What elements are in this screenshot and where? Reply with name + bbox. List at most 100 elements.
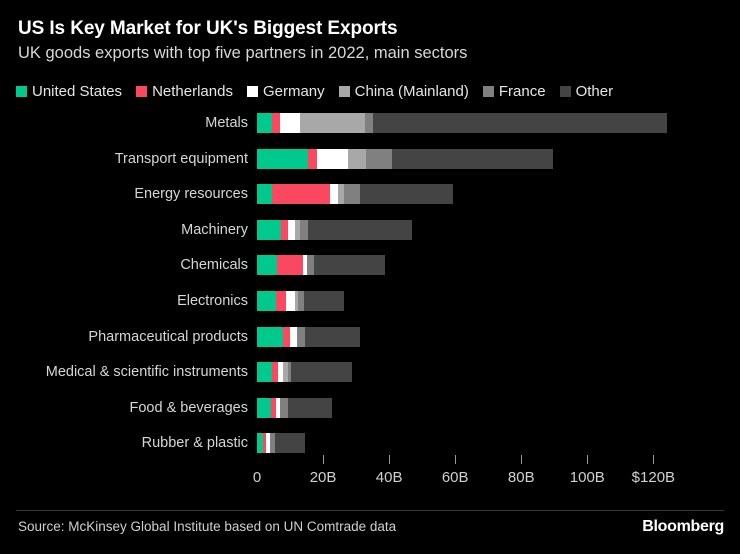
bar-segment[interactable]: [274, 433, 305, 454]
bar-segment[interactable]: [257, 362, 272, 383]
chart-bar-row: Metals: [0, 110, 740, 136]
stacked-bar[interactable]: [257, 255, 386, 276]
bar-segment[interactable]: [364, 113, 373, 133]
bar-segment[interactable]: [314, 255, 386, 276]
stacked-bar[interactable]: [257, 362, 352, 383]
axis-tick-label: 100B: [569, 469, 605, 486]
bar-segment[interactable]: [277, 255, 304, 276]
chart-bar-row: Electronics: [0, 288, 740, 314]
bar-segment[interactable]: [257, 148, 309, 169]
bar-segment[interactable]: [296, 326, 305, 347]
bar-segment[interactable]: [366, 148, 393, 169]
source-note: Source: McKinsey Global Institute based …: [18, 519, 397, 534]
stacked-bar[interactable]: [257, 291, 344, 311]
axis-tick-label: 40B: [375, 469, 403, 486]
legend-label: United States: [32, 83, 123, 100]
bar-segment[interactable]: [279, 397, 288, 418]
chart-plot-area: Metals Transport equipment Energy resource…: [0, 110, 740, 455]
bar-segment[interactable]: [270, 397, 276, 418]
bar-segment[interactable]: [281, 219, 289, 240]
legend-swatch-icon: [559, 86, 571, 97]
bar-segment[interactable]: [290, 362, 352, 383]
bar-segment[interactable]: [308, 148, 318, 169]
bar-segment[interactable]: [257, 291, 277, 311]
bar-segment[interactable]: [286, 291, 295, 311]
stacked-bar[interactable]: [257, 219, 412, 240]
footer-divider: [16, 510, 724, 511]
bar-segment[interactable]: [307, 255, 315, 276]
axis-tick-label: 80B: [507, 469, 535, 486]
stacked-bar[interactable]: [257, 184, 453, 205]
bar-segment[interactable]: [337, 184, 344, 205]
bar-segment[interactable]: [282, 362, 288, 383]
bar-segment[interactable]: [271, 362, 278, 383]
stacked-bar[interactable]: [257, 433, 305, 454]
bar-segment[interactable]: [277, 362, 283, 383]
stacked-bar[interactable]: [257, 148, 553, 169]
page-title: US Is Key Market for UK's Biggest Export…: [18, 18, 398, 39]
bar-segment[interactable]: [359, 184, 453, 205]
bar-segment[interactable]: [257, 219, 282, 240]
legend-swatch-icon: [338, 86, 350, 97]
chart-bar-row: Rubber & plastic: [0, 430, 740, 456]
bar-segment[interactable]: [275, 397, 280, 418]
bar-segment[interactable]: [269, 433, 275, 454]
bar-segment[interactable]: [262, 433, 266, 454]
legend-item[interactable]: Other: [559, 84, 613, 99]
bar-segment[interactable]: [329, 184, 338, 205]
bar-segment[interactable]: [294, 291, 298, 311]
bar-segment[interactable]: [283, 326, 290, 347]
chart-bar-row: Pharmaceutical products: [0, 324, 740, 350]
bar-segment[interactable]: [297, 291, 304, 311]
bar-segment[interactable]: [287, 362, 291, 383]
chart-bar-row: Chemicals: [0, 252, 740, 278]
chart-bar-row: Food & beverages: [0, 395, 740, 421]
bar-segment[interactable]: [257, 113, 272, 133]
legend-item[interactable]: China (Mainland): [338, 83, 469, 100]
bar-segment[interactable]: [290, 326, 297, 347]
legend-label: Germany: [262, 83, 325, 100]
bar-segment[interactable]: [303, 291, 344, 311]
category-label: Transport equipment: [114, 150, 248, 167]
bar-segment[interactable]: [294, 219, 300, 240]
legend-item[interactable]: France: [482, 84, 546, 99]
axis-tick-mark: [455, 455, 457, 464]
bar-segment[interactable]: [287, 397, 332, 418]
stacked-bar[interactable]: [257, 113, 668, 133]
x-axis: 0 20B 40B 60B 80B 100B $120B: [0, 455, 740, 500]
category-label: Metals: [205, 115, 248, 131]
bar-segment[interactable]: [257, 255, 278, 276]
bar-segment[interactable]: [304, 326, 360, 347]
bar-segment[interactable]: [348, 148, 367, 169]
category-label: Machinery: [181, 221, 248, 238]
bar-segment[interactable]: [257, 433, 263, 454]
bar-segment[interactable]: [299, 113, 365, 133]
legend-item[interactable]: Netherlands: [136, 84, 233, 99]
bar-segment[interactable]: [276, 291, 287, 311]
bar-segment[interactable]: [392, 148, 553, 169]
bar-segment[interactable]: [265, 433, 270, 454]
bar-segment[interactable]: [307, 219, 412, 240]
category-label: Energy resources: [134, 186, 248, 203]
bar-segment[interactable]: [299, 219, 308, 240]
axis-tick-label: 60B: [441, 469, 469, 486]
bar-segment[interactable]: [257, 184, 272, 205]
bar-segment[interactable]: [257, 326, 284, 347]
legend-item[interactable]: United States: [16, 84, 122, 99]
bar-segment[interactable]: [343, 184, 360, 205]
bar-segment[interactable]: [257, 397, 271, 418]
bar-segment[interactable]: [288, 219, 295, 240]
bar-segment[interactable]: [271, 184, 330, 205]
stacked-bar[interactable]: [257, 397, 332, 418]
legend-item[interactable]: Germany: [246, 83, 325, 100]
category-label: Electronics: [177, 293, 248, 309]
bar-segment[interactable]: [279, 113, 300, 133]
stacked-bar[interactable]: [257, 326, 360, 347]
bar-segment[interactable]: [303, 255, 308, 276]
legend-label: China (Mainland): [354, 83, 469, 100]
bar-segment[interactable]: [317, 148, 349, 169]
bar-segment[interactable]: [372, 113, 668, 133]
category-label: Pharmaceutical products: [88, 328, 248, 345]
bar-segment[interactable]: [271, 113, 280, 133]
page-subtitle: UK goods exports with top five partners …: [18, 44, 468, 62]
